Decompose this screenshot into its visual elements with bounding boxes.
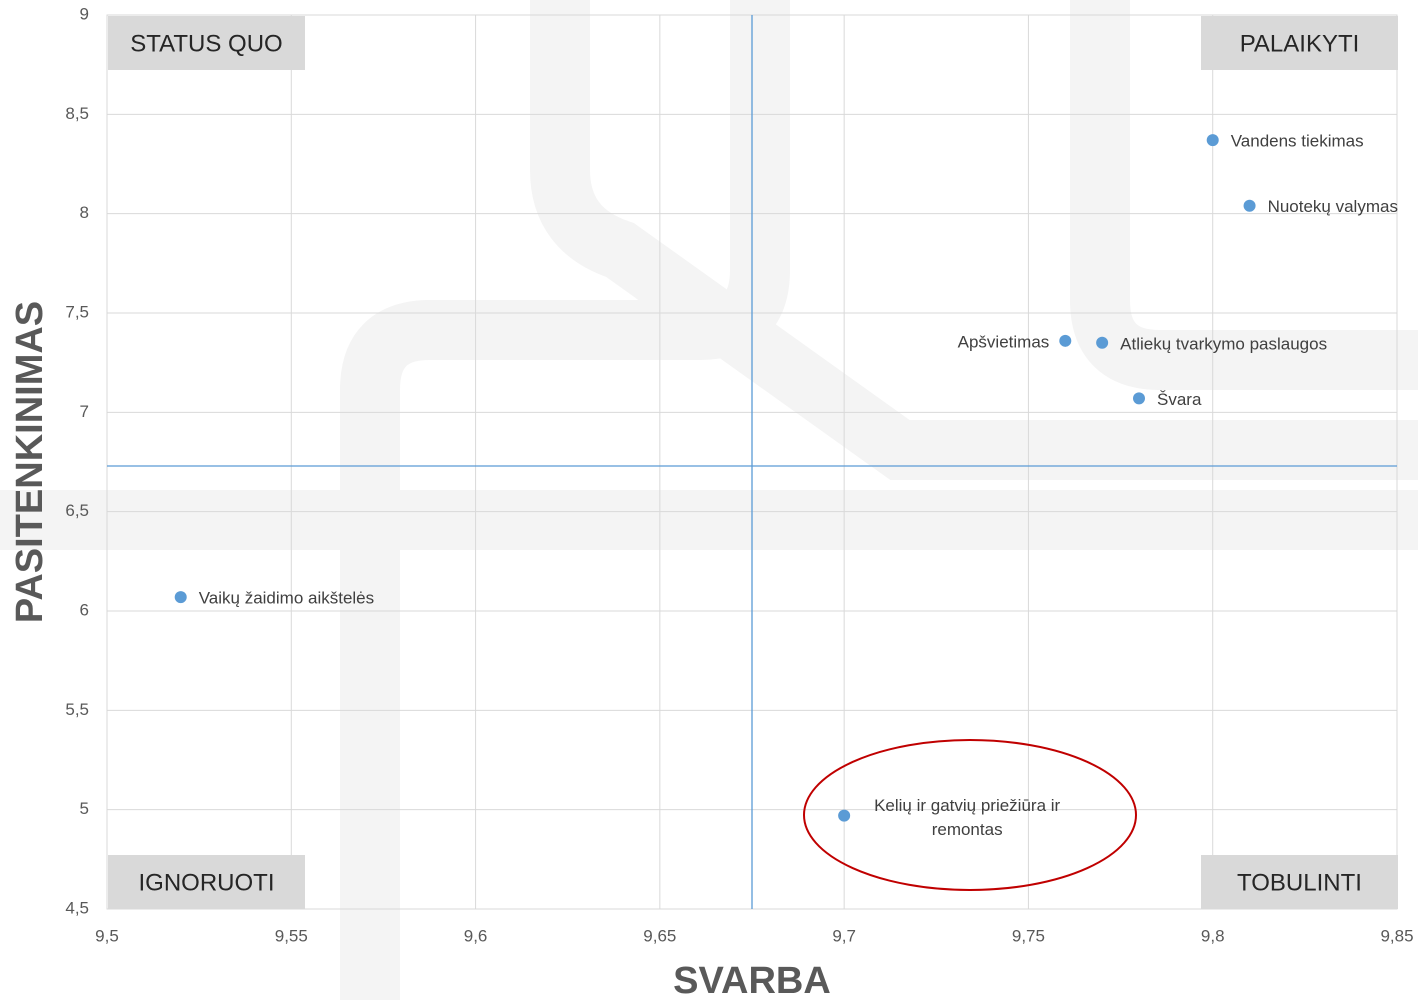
x-tick-label: 9,7 — [832, 926, 856, 945]
y-tick-label: 8,5 — [65, 104, 89, 123]
quadrant-box — [1201, 16, 1398, 70]
point-label: Apšvietimas — [958, 332, 1050, 351]
y-tick-label: 6 — [80, 600, 89, 619]
y-tick-label: 5 — [80, 799, 89, 818]
data-point — [838, 809, 851, 822]
y-tick-label: 5,5 — [65, 700, 89, 719]
point-label: Kelių ir gatvių priežiūra ir remontas — [874, 795, 1061, 839]
point-label-box: Kelių ir gatvių priežiūra ir remontas — [874, 795, 1061, 839]
quadrant-box — [108, 16, 305, 70]
quadrant-label: IGNORUOTI — [139, 869, 275, 896]
point-label: Atliekų tvarkymo paslaugos — [1120, 334, 1327, 353]
y-axis-title: PASITENKINIMAS — [9, 301, 51, 623]
point-label: Vaikų žaidimo aikštelės — [199, 589, 374, 608]
y-tick-label: 9 — [80, 4, 89, 23]
data-point — [1243, 199, 1256, 212]
highlight-ellipse — [803, 739, 1137, 891]
x-tick-label: 9,8 — [1201, 926, 1225, 945]
y-tick-label: 4,5 — [65, 898, 89, 917]
y-tick-label: 7 — [80, 402, 89, 421]
x-tick-label: 9,65 — [643, 926, 676, 945]
x-tick-label: 9,5 — [95, 926, 119, 945]
y-tick-label: 6,5 — [65, 501, 89, 520]
data-point — [1059, 334, 1072, 347]
data-point — [174, 591, 187, 604]
y-tick-label: 8 — [80, 203, 89, 222]
data-point — [1206, 134, 1219, 147]
x-tick-label: 9,85 — [1380, 926, 1413, 945]
x-tick-label: 9,6 — [464, 926, 488, 945]
x-axis-title: SVARBA — [673, 960, 831, 1000]
point-label: Nuotekų valymas — [1268, 197, 1398, 216]
y-tick-label: 7,5 — [65, 302, 89, 321]
point-label: Švara — [1157, 390, 1202, 409]
quadrant-label: STATUS QUO — [130, 30, 282, 57]
quadrant-box — [1201, 855, 1398, 909]
quadrant-label: PALAIKYTI — [1240, 30, 1360, 57]
x-tick-label: 9,75 — [1012, 926, 1045, 945]
data-point — [1096, 336, 1109, 349]
point-label: Vandens tiekimas — [1231, 132, 1364, 151]
data-point — [1133, 392, 1145, 405]
quadrant-box — [108, 855, 305, 909]
x-tick-label: 9,55 — [275, 926, 308, 945]
quadrant-label: TOBULINTI — [1237, 869, 1362, 896]
